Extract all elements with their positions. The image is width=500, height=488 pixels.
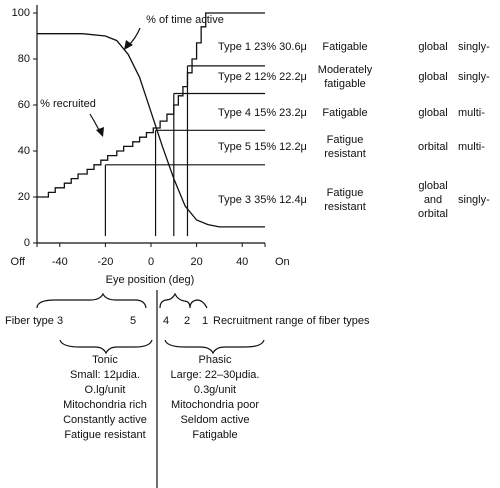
innervation-text: multi- [458,141,485,153]
fiber-type-label: Type 5 15% 12.2μ [218,141,307,153]
tonic-text: O.lg/unit [85,384,126,396]
y-tick-label: 80 [18,53,30,65]
phasic-text: Phasic [198,354,232,366]
tonic-text: Fatigue resistant [64,429,145,441]
x-tick-label: 40 [236,256,248,268]
phasic-text: Seldom active [180,414,249,426]
tonic-text: Tonic [92,354,118,366]
series-label: % of time active [146,14,224,26]
fiber-type-label: Type 4 15% 23.2μ [218,107,307,119]
line-series [37,12,265,198]
layer-text: global [418,41,447,53]
x-tick-label: On [275,256,290,268]
range-label: Recruitment range of fiber types [213,315,370,327]
tonic-text: Constantly active [63,414,147,426]
y-tick-label: 0 [24,237,30,249]
x-tick-label: -40 [52,256,68,268]
fatigue-text: Fatigable [322,107,367,119]
x-axis-label: Eye position (deg) [106,274,195,286]
arrow-head [124,40,133,50]
fatigue-text: fatigable [324,78,366,90]
fatigue-text: Fatigue [327,134,364,146]
phasic-text: Fatigable [192,429,237,441]
x-tick-label: -20 [97,256,113,268]
fatigue-text: resistant [324,148,366,160]
fiber-type-label: Type 1 23% 30.6μ [218,41,307,53]
phasic-text: Mitochondria poor [171,399,259,411]
phasic-text: 0.3g/unit [194,384,236,396]
layer-text: global [418,107,447,119]
range-label: 2 [184,315,190,327]
fatigue-text: Fatigue [327,187,364,199]
fiber-type-label: Type 2 12% 22.2μ [218,71,307,83]
fatigue-text: Moderately [318,64,373,76]
x-tick-label: 20 [190,256,202,268]
range-label: 1 [202,315,208,327]
brace [59,339,153,355]
arrow-head [96,127,104,137]
layer-text: orbital [418,208,448,220]
innervation-text: singly- [458,194,490,206]
x-tick-label: Off [11,256,26,268]
innervation-text: singly- [458,71,490,83]
phasic-text: Large: 22–30μdia. [171,369,260,381]
innervation-text: singly- [458,41,490,53]
range-label: 5 [130,315,136,327]
y-tick-label: 60 [18,99,30,111]
layer-text: orbital [418,141,448,153]
tonic-text: Mitochondria rich [63,399,147,411]
y-tick-label: 100 [12,7,30,19]
fatigue-text: resistant [324,201,366,213]
y-tick-label: 20 [18,191,30,203]
range-label: 4 [163,315,169,327]
tonic-text: Small: 12μdia. [70,369,140,381]
brace [36,292,147,309]
layer-text: global [418,71,447,83]
y-tick-label: 40 [18,145,30,157]
layer-text: and [424,194,442,206]
fiber-type-label: Type 3 35% 12.4μ [218,194,307,206]
series-label: % recruited [40,98,96,110]
layer-text: global [418,180,447,192]
brace [159,292,208,309]
line-series [37,33,265,228]
range-label: Fiber type 3 [5,315,63,327]
x-tick-label: 0 [148,256,154,268]
innervation-text: multi- [458,107,485,119]
fatigue-text: Fatigable [322,41,367,53]
brace [164,339,265,355]
